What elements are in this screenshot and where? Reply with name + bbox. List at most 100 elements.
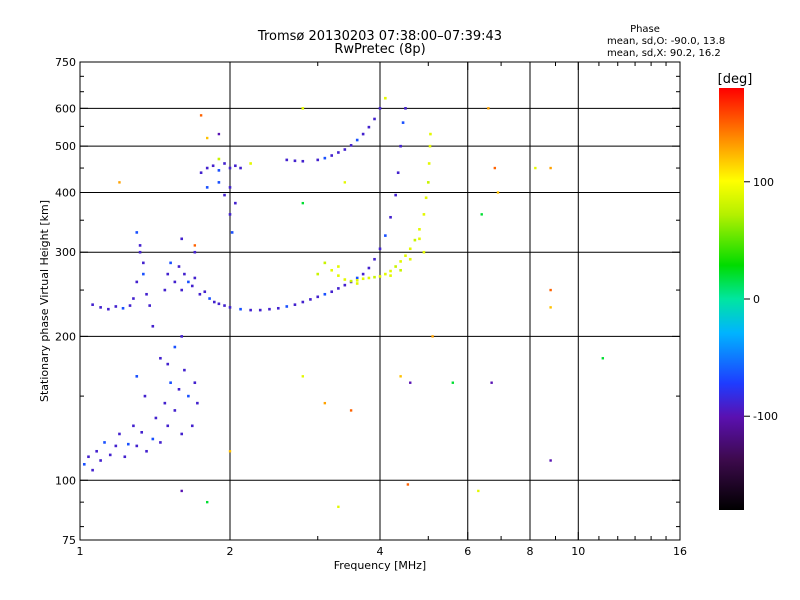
o-mode-point — [180, 288, 184, 292]
o-mode-point — [163, 288, 167, 292]
o-mode-point — [293, 159, 297, 163]
o-mode-point — [343, 283, 347, 287]
o-mode-point — [95, 449, 98, 453]
o-mode-point — [187, 394, 190, 398]
x-mode-point — [418, 237, 421, 241]
o-mode-point — [123, 455, 127, 459]
o-mode-point — [143, 394, 147, 398]
o-mode-point — [193, 276, 197, 280]
x-mode-point — [355, 282, 359, 285]
colorbar-tick-label: 100 — [753, 176, 774, 189]
o-mode-point — [349, 144, 353, 147]
scatter-point — [118, 181, 121, 184]
o-mode-point — [159, 356, 162, 360]
o-mode-point — [384, 234, 387, 237]
x-mode-point — [389, 274, 392, 277]
o-mode-point — [180, 237, 184, 241]
x-mode-point — [367, 276, 371, 280]
o-mode-point — [389, 215, 392, 219]
o-mode-point — [177, 388, 181, 391]
x-tick-label: 2 — [227, 545, 234, 558]
x-mode-point — [301, 107, 305, 110]
o-mode-point — [323, 156, 327, 160]
o-mode-point — [190, 424, 194, 428]
scatter-point — [549, 459, 552, 462]
x-mode-point — [424, 196, 428, 200]
o-mode-point — [121, 306, 125, 310]
scatter-point — [205, 136, 209, 140]
o-mode-point — [128, 304, 132, 307]
scatter-point — [431, 335, 434, 338]
y-tick-label: 300 — [55, 246, 76, 259]
o-mode-point — [309, 298, 312, 301]
x-mode-point — [389, 269, 392, 273]
x-mode-point — [428, 144, 432, 148]
scatter-point — [493, 166, 497, 170]
x-tick-label: 4 — [377, 545, 384, 558]
scatter-point — [549, 306, 552, 309]
o-mode-point — [301, 159, 305, 163]
o-mode-point — [114, 305, 118, 308]
x-axis-label: Frequency [MHz] — [334, 559, 426, 572]
o-mode-point — [108, 453, 112, 457]
o-mode-point — [239, 166, 242, 170]
o-mode-point — [91, 468, 94, 472]
o-mode-point — [208, 297, 211, 300]
colorbar — [719, 88, 744, 510]
o-mode-point — [180, 335, 184, 338]
x-mode-point — [427, 162, 431, 165]
x-mode-point — [408, 247, 412, 251]
scatter-point — [199, 114, 203, 117]
x-mode-point — [384, 272, 387, 276]
o-mode-point — [173, 280, 177, 284]
scatter-point — [399, 375, 402, 378]
x-tick-label: 10 — [571, 545, 585, 558]
chart-title: Tromsø 20130203 07:38:00–07:39:43 — [257, 29, 502, 44]
o-mode-point — [140, 431, 144, 434]
scatter-point — [480, 213, 483, 216]
x-mode-point — [404, 254, 407, 258]
o-mode-point — [173, 409, 177, 412]
chart-subtitle: RwPretec (8p) — [334, 42, 425, 57]
o-mode-point — [378, 247, 382, 251]
x-mode-point — [343, 278, 347, 281]
o-mode-point — [145, 292, 148, 296]
o-mode-point — [135, 375, 139, 378]
o-mode-point — [276, 306, 280, 310]
phase-legend-heading: Phase — [630, 24, 660, 35]
o-mode-point — [404, 107, 407, 110]
o-mode-point — [234, 201, 237, 205]
scatter-point — [477, 489, 480, 493]
o-mode-point — [205, 166, 209, 170]
x-mode-point — [413, 238, 417, 242]
x-mode-point — [422, 250, 426, 254]
x-mode-point — [323, 261, 327, 265]
scatter-point — [549, 166, 552, 170]
o-mode-point — [330, 154, 334, 157]
o-mode-point — [193, 250, 197, 254]
o-mode-point — [212, 300, 216, 304]
o-mode-point — [99, 459, 102, 462]
o-mode-point — [114, 444, 118, 448]
scatter-point — [343, 181, 347, 184]
scatter-point — [337, 505, 340, 509]
o-mode-point — [361, 132, 365, 136]
o-mode-point — [166, 424, 170, 428]
o-mode-point — [228, 186, 232, 189]
o-mode-point — [87, 455, 90, 459]
o-mode-point — [91, 303, 94, 306]
o-mode-point — [205, 186, 209, 189]
o-mode-point — [355, 276, 359, 280]
x-mode-point — [330, 268, 334, 272]
o-mode-point — [394, 193, 397, 197]
o-mode-point — [285, 158, 289, 162]
o-mode-point — [142, 261, 145, 265]
phase-legend-x: mean, sd,X: 90.2, 16.2 — [607, 48, 721, 59]
x-mode-point — [384, 96, 387, 100]
o-mode-point — [316, 295, 320, 299]
o-mode-point — [396, 171, 400, 175]
y-tick-label: 400 — [55, 186, 76, 199]
o-mode-point — [373, 257, 376, 261]
scatter-point — [180, 489, 183, 493]
o-mode-point — [337, 287, 340, 290]
